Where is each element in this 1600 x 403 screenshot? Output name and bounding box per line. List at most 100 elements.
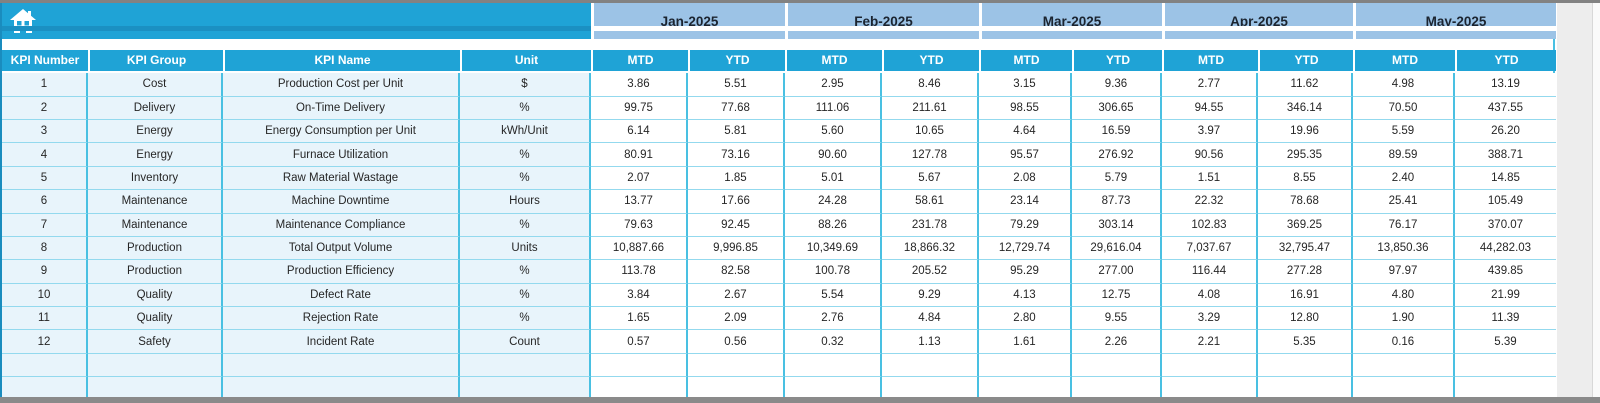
cell-value[interactable]: 79.63 [591, 213, 688, 237]
cell-kpi-number[interactable]: 2 [2, 96, 88, 120]
cell-value[interactable]: 5.67 [882, 166, 979, 191]
cell-value[interactable]: 4.13 [979, 283, 1072, 308]
period-header[interactable]: MTD [1353, 49, 1455, 71]
cell-kpi-name[interactable]: Machine Downtime [223, 190, 460, 214]
cell-kpi-name[interactable]: Defect Rate [223, 283, 460, 308]
cell-unit[interactable]: % [460, 213, 591, 237]
cell-kpi-group[interactable]: Production [88, 236, 223, 261]
cell-unit[interactable]: kWh/Unit [460, 119, 591, 144]
cell-kpi-group[interactable]: Quality [88, 283, 223, 308]
empty-cell[interactable] [2, 353, 88, 378]
cell-value[interactable]: 6.14 [591, 119, 688, 144]
period-header[interactable]: MTD [591, 49, 688, 71]
cell-value[interactable]: 1.61 [979, 330, 1072, 354]
cell-value[interactable]: 94.55 [1162, 96, 1258, 120]
cell-value[interactable]: 5.51 [688, 73, 785, 97]
cell-value[interactable]: 4.64 [979, 119, 1072, 144]
cell-kpi-group[interactable]: Production [88, 260, 223, 284]
cell-value[interactable]: 1.90 [1353, 307, 1455, 331]
cell-value[interactable]: 22.32 [1162, 190, 1258, 214]
cell-unit[interactable]: Units [460, 236, 591, 261]
cell-kpi-name[interactable]: Total Output Volume [223, 236, 460, 261]
empty-cell[interactable] [1455, 353, 1556, 378]
cell-value[interactable]: 105.49 [1455, 190, 1556, 214]
cell-value[interactable]: 5.81 [688, 119, 785, 144]
cell-unit[interactable]: Hours [460, 190, 591, 214]
cell-value[interactable]: 44,282.03 [1455, 236, 1556, 261]
cell-value[interactable]: 2.95 [785, 73, 882, 97]
cell-value[interactable]: 79.29 [979, 213, 1072, 237]
cell-value[interactable]: 90.60 [785, 143, 882, 167]
cell-kpi-group[interactable]: Energy [88, 119, 223, 144]
cell-kpi-number[interactable]: 8 [2, 236, 88, 261]
cell-value[interactable]: 5.35 [1258, 330, 1353, 354]
cell-kpi-number[interactable]: 11 [2, 307, 88, 331]
cell-kpi-name[interactable]: On-Time Delivery [223, 96, 460, 120]
cell-value[interactable]: 13.77 [591, 190, 688, 214]
column-header[interactable]: KPI Group [88, 49, 223, 71]
cell-kpi-number[interactable]: 4 [2, 143, 88, 167]
cell-kpi-name[interactable]: Production Efficiency [223, 260, 460, 284]
empty-cell[interactable] [1258, 353, 1353, 378]
cell-value[interactable]: 5.79 [1072, 166, 1162, 191]
cell-value[interactable]: 3.97 [1162, 119, 1258, 144]
empty-cell[interactable] [88, 353, 223, 378]
cell-kpi-group[interactable]: Quality [88, 307, 223, 331]
cell-value[interactable]: 24.28 [785, 190, 882, 214]
cell-value[interactable]: 25.41 [1353, 190, 1455, 214]
empty-cell[interactable] [591, 353, 688, 378]
cell-unit[interactable]: % [460, 166, 591, 191]
cell-value[interactable]: 5.60 [785, 119, 882, 144]
cell-value[interactable]: 73.16 [688, 143, 785, 167]
cell-value[interactable]: 7,037.67 [1162, 236, 1258, 261]
period-header[interactable]: MTD [785, 49, 882, 71]
empty-cell[interactable] [223, 353, 460, 378]
cell-kpi-number[interactable]: 3 [2, 119, 88, 144]
cell-kpi-group[interactable]: Delivery [88, 96, 223, 120]
cell-value[interactable]: 113.78 [591, 260, 688, 284]
cell-value[interactable]: 5.59 [1353, 119, 1455, 144]
cell-value[interactable]: 5.01 [785, 166, 882, 191]
cell-kpi-number[interactable]: 10 [2, 283, 88, 308]
cell-value[interactable]: 295.35 [1258, 143, 1353, 167]
cell-value[interactable]: 100.78 [785, 260, 882, 284]
cell-value[interactable]: 2.08 [979, 166, 1072, 191]
cell-value[interactable]: 26.20 [1455, 119, 1556, 144]
cell-kpi-name[interactable]: Maintenance Compliance [223, 213, 460, 237]
cell-value[interactable]: 8.46 [882, 73, 979, 97]
cell-kpi-group[interactable]: Maintenance [88, 190, 223, 214]
period-header[interactable]: YTD [1455, 49, 1556, 71]
cell-value[interactable]: 2.21 [1162, 330, 1258, 354]
cell-value[interactable]: 127.78 [882, 143, 979, 167]
cell-kpi-name[interactable]: Production Cost per Unit [223, 73, 460, 97]
period-header[interactable]: MTD [979, 49, 1072, 71]
cell-kpi-group[interactable]: Maintenance [88, 213, 223, 237]
cell-value[interactable]: 5.54 [785, 283, 882, 308]
cell-kpi-name[interactable]: Energy Consumption per Unit [223, 119, 460, 144]
cell-value[interactable]: 90.56 [1162, 143, 1258, 167]
cell-value[interactable]: 116.44 [1162, 260, 1258, 284]
cell-kpi-name[interactable]: Incident Rate [223, 330, 460, 354]
cell-value[interactable]: 2.80 [979, 307, 1072, 331]
cell-value[interactable]: 21.99 [1455, 283, 1556, 308]
cell-value[interactable]: 87.73 [1072, 190, 1162, 214]
cell-value[interactable]: 0.57 [591, 330, 688, 354]
cell-value[interactable]: 9.36 [1072, 73, 1162, 97]
cell-kpi-number[interactable]: 12 [2, 330, 88, 354]
column-header[interactable]: KPI Name [223, 49, 460, 71]
cell-unit[interactable]: % [460, 96, 591, 120]
cell-value[interactable]: 58.61 [882, 190, 979, 214]
column-header[interactable]: KPI Number [2, 49, 88, 71]
cell-value[interactable]: 16.91 [1258, 283, 1353, 308]
cell-value[interactable]: 89.59 [1353, 143, 1455, 167]
month-header[interactable]: Jan-2025 [591, 3, 785, 39]
cell-value[interactable]: 1.13 [882, 330, 979, 354]
cell-value[interactable]: 388.71 [1455, 143, 1556, 167]
cell-value[interactable]: 13.19 [1455, 73, 1556, 97]
empty-cell[interactable] [1162, 353, 1258, 378]
cell-value[interactable]: 370.07 [1455, 213, 1556, 237]
period-header[interactable]: MTD [1162, 49, 1258, 71]
cell-value[interactable]: 2.26 [1072, 330, 1162, 354]
cell-value[interactable]: 211.61 [882, 96, 979, 120]
cell-kpi-number[interactable]: 6 [2, 190, 88, 214]
